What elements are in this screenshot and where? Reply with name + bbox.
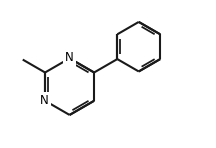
Text: N: N <box>65 51 74 64</box>
Text: N: N <box>40 94 49 107</box>
